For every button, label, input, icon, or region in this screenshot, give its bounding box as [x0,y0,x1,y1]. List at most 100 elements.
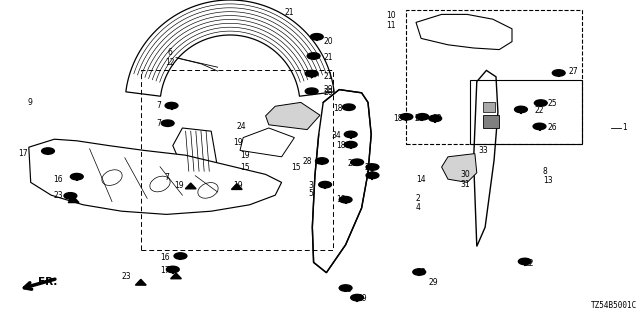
Polygon shape [68,197,79,203]
Circle shape [344,141,357,148]
Text: 22: 22 [534,106,544,115]
Text: 19: 19 [234,138,243,147]
Text: 1: 1 [622,124,627,132]
Text: 15: 15 [240,164,250,172]
Text: 8
13: 8 13 [543,167,552,185]
Text: 7: 7 [164,173,170,182]
Circle shape [429,115,442,122]
Circle shape [316,158,328,164]
Bar [470,80,582,144]
Polygon shape [186,183,196,189]
Text: TZ54B5001C: TZ54B5001C [591,301,637,310]
Circle shape [307,53,320,59]
Text: 24: 24 [237,122,246,131]
Text: 7: 7 [157,101,162,110]
Circle shape [533,123,546,130]
Text: 34: 34 [332,132,341,140]
Text: 17: 17 [160,266,170,275]
Circle shape [552,70,565,76]
Polygon shape [474,70,498,246]
Text: 16: 16 [53,175,63,184]
Bar [483,115,499,128]
Circle shape [319,181,332,188]
Polygon shape [266,102,320,130]
Text: 2: 2 [416,194,420,203]
Text: 19: 19 [240,151,250,160]
Text: FR.: FR. [38,277,58,287]
Circle shape [64,193,77,199]
Circle shape [416,114,429,120]
Text: 27: 27 [568,68,578,76]
Circle shape [351,159,364,165]
Circle shape [413,269,426,275]
Text: 17: 17 [18,149,28,158]
Text: 18: 18 [333,104,342,113]
Circle shape [534,100,547,106]
Text: 3: 3 [308,181,314,190]
Circle shape [366,172,379,179]
Text: 26: 26 [547,124,557,132]
Text: 14: 14 [416,175,426,184]
Polygon shape [232,184,242,189]
Polygon shape [171,273,181,279]
Text: 5: 5 [308,189,314,198]
Text: 16: 16 [160,253,170,262]
Circle shape [400,114,413,120]
Circle shape [174,253,187,259]
Text: 18: 18 [342,285,352,294]
Text: 21: 21 [285,8,294,17]
Text: 29: 29 [365,164,374,172]
Text: 6
12: 6 12 [165,48,174,67]
Text: 18: 18 [416,268,426,277]
Text: 32: 32 [432,114,442,123]
Text: 25: 25 [547,100,557,108]
Circle shape [166,266,179,273]
Polygon shape [312,90,371,273]
Polygon shape [136,279,146,285]
Polygon shape [416,14,512,50]
Bar [483,102,495,112]
Text: 33: 33 [479,146,488,155]
Circle shape [351,294,364,301]
Text: 19: 19 [234,181,243,190]
Text: 10
11: 10 11 [386,12,396,30]
Text: 29: 29 [357,294,367,303]
Text: 29: 29 [348,159,357,168]
Text: 7: 7 [157,119,162,128]
Circle shape [310,34,323,40]
Circle shape [366,164,379,170]
Circle shape [518,258,531,265]
Polygon shape [126,0,334,96]
Circle shape [305,88,318,94]
Text: 29: 29 [429,278,438,287]
Bar [406,10,582,144]
Polygon shape [442,154,477,182]
Text: 23: 23 [53,191,63,200]
Circle shape [515,106,527,113]
Text: 18: 18 [365,172,374,180]
Text: 20: 20 [323,37,333,46]
Circle shape [339,285,352,291]
Polygon shape [173,128,218,178]
Circle shape [70,173,83,180]
Text: 23: 23 [122,272,131,281]
Text: 4: 4 [416,204,421,212]
Circle shape [342,104,355,110]
Polygon shape [240,128,294,157]
Text: 9: 9 [28,98,33,107]
Text: 15: 15 [291,164,301,172]
Circle shape [305,70,318,77]
Text: 21: 21 [323,53,333,62]
Text: 30
31: 30 31 [461,170,470,188]
Text: 18: 18 [336,141,346,150]
Text: 18: 18 [336,196,346,204]
Text: 19: 19 [175,181,184,190]
Circle shape [161,120,174,126]
Circle shape [42,148,54,154]
Text: 18: 18 [394,114,403,123]
Text: 29: 29 [323,85,333,94]
Polygon shape [170,178,224,205]
Text: 21: 21 [323,72,333,81]
Circle shape [165,102,178,109]
Circle shape [344,131,357,138]
